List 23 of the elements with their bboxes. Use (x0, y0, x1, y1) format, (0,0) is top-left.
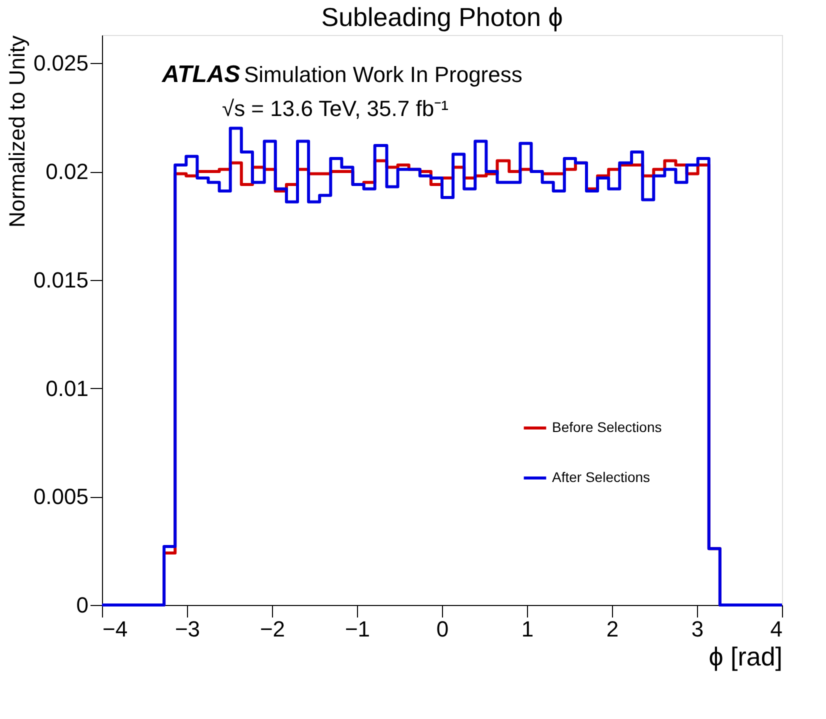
y-tick-label: 0.02 (46, 159, 88, 184)
x-tick-label: −2 (260, 616, 286, 642)
y-tick-label: 0.01 (46, 376, 88, 401)
y-tick-label: 0.005 (33, 484, 88, 510)
y-tick-label: 0.025 (33, 50, 88, 76)
y-tick-label: 0.015 (33, 267, 88, 292)
x-tick-label: 4 (770, 616, 782, 642)
x-tick-label: −3 (174, 616, 200, 642)
x-tick-label: 0 (436, 616, 449, 642)
x-tick-label: −4 (102, 616, 128, 642)
annotation: ATLAS (161, 61, 240, 88)
x-tick-label: 1 (521, 616, 534, 642)
legend-label: Before Selections (552, 419, 662, 435)
annotation: √s = 13.6 TeV, 35.7 fb⁻¹ (222, 96, 448, 121)
y-axis-title: Normalized to Unity (4, 36, 30, 228)
annotation: Simulation Work In Progress (244, 62, 522, 87)
x-tick-label: −1 (344, 616, 370, 642)
x-tick-label: 3 (691, 616, 704, 642)
y-tick-label: 0 (76, 592, 88, 618)
x-tick-label: 2 (606, 616, 619, 642)
x-axis-title: ϕ [rad] (708, 642, 782, 672)
chart-title: Subleading Photon ϕ (321, 2, 563, 32)
legend-label: After Selections (552, 469, 650, 485)
